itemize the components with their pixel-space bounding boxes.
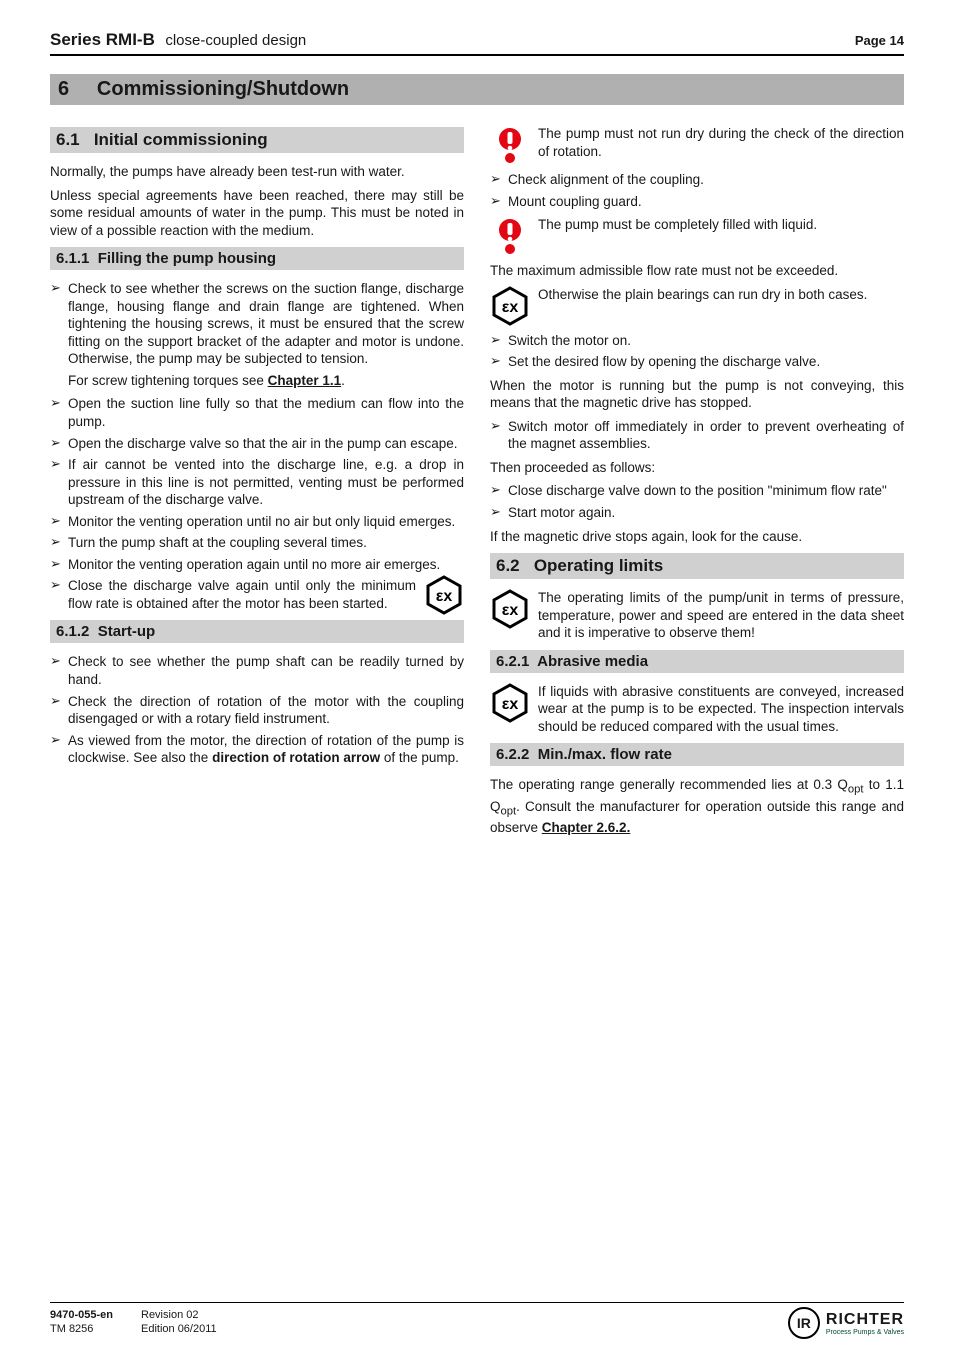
ex-note-bearings: Otherwise the plain bearings can run dry… <box>490 286 904 326</box>
ex-hazard-icon <box>490 286 530 326</box>
list-right-a: Check alignment of the coupling. Mount c… <box>490 171 904 210</box>
para-6-1-b: Unless special agreements have been reac… <box>50 187 464 240</box>
section-6-heading: 6 Commissioning/Shutdown <box>50 74 904 105</box>
ex-hazard-icon <box>490 683 530 723</box>
footer-tm: TM 8256 <box>50 1323 113 1337</box>
column-spacer <box>490 843 904 1163</box>
list-item: Close the discharge valve again until on… <box>50 577 464 612</box>
list-item: Switch the motor on. <box>490 332 904 350</box>
heading-6-2: 6.2 Operating limits <box>490 553 904 579</box>
heading-6-2-1: 6.2.1 Abrasive media <box>490 650 904 673</box>
page: Series RMI-B close-coupled design Page 1… <box>0 0 954 1351</box>
para-max-flow: The maximum admissible flow rate must no… <box>490 262 904 280</box>
list-item: Set the desired flow by opening the disc… <box>490 353 904 371</box>
list-item: Close discharge valve down to the positi… <box>490 482 904 500</box>
list-item: Monitor the venting operation again unti… <box>50 556 464 574</box>
link-chapter-2-6-2[interactable]: Chapter 2.6.2. <box>542 820 631 835</box>
list-item: Check alignment of the coupling. <box>490 171 904 189</box>
link-chapter-1-1[interactable]: Chapter 1.1 <box>268 373 342 388</box>
page-footer: 9470-055-en TM 8256 Revision 02 Edition … <box>50 1302 904 1339</box>
list-item: Monitor the venting operation until no a… <box>50 513 464 531</box>
footer-edition: Edition 06/2011 <box>141 1323 217 1337</box>
list-6-1-2: Check to see whether the pump shaft can … <box>50 653 464 766</box>
warning-icon <box>490 125 530 165</box>
list-item: Mount coupling guard. <box>490 193 904 211</box>
list-right-c: Switch motor off immediately in order to… <box>490 418 904 453</box>
heading-6-1: 6.1 Initial commissioning <box>50 127 464 153</box>
heading-6-1-1: 6.1.1 Filling the pump housing <box>50 247 464 270</box>
para-motor-running: When the motor is running but the pump i… <box>490 377 904 412</box>
logo-brand: RICHTER <box>826 1311 904 1329</box>
heading-6-1-2: 6.1.2 Start-up <box>50 620 464 643</box>
footer-left: 9470-055-en TM 8256 Revision 02 Edition … <box>50 1309 217 1337</box>
list-6-1-1b: Open the suction line fully so that the … <box>50 395 464 573</box>
para-6-1-a: Normally, the pumps have already been te… <box>50 163 464 181</box>
warning-fill-liquid: The pump must be completely filled with … <box>490 216 904 256</box>
footer-revision: Revision 02 <box>141 1309 217 1323</box>
ex-hazard-icon <box>424 575 464 615</box>
list-item: Start motor again. <box>490 504 904 522</box>
section-num: 6 <box>58 78 69 100</box>
list-right-d: Close discharge valve down to the positi… <box>490 482 904 521</box>
para-stops-again: If the magnetic drive stops again, look … <box>490 528 904 546</box>
list-right-b: Switch the motor on. Set the desired flo… <box>490 332 904 371</box>
list-item: If air cannot be vented into the dischar… <box>50 456 464 509</box>
ex-note-operating-limits: The operating limits of the pump/unit in… <box>490 589 904 642</box>
ex-hazard-icon <box>490 589 530 629</box>
list-item-with-ex-icon: Close the discharge valve again until on… <box>50 577 464 612</box>
list-item: Check to see whether the pump shaft can … <box>50 653 464 688</box>
para-then-proceed: Then proceeded as follows: <box>490 459 904 477</box>
list-item: As viewed from the motor, the direction … <box>50 732 464 767</box>
series-title-block: Series RMI-B close-coupled design <box>50 30 306 50</box>
page-header: Series RMI-B close-coupled design Page 1… <box>50 30 904 56</box>
logo-tagline: Process Pumps & Valves <box>826 1329 904 1336</box>
list-item: Turn the pump shaft at the coupling seve… <box>50 534 464 552</box>
ex-note-abrasive: If liquids with abrasive constituents ar… <box>490 683 904 736</box>
left-column: 6.1 Initial commissioning Normally, the … <box>50 119 464 1163</box>
series-subtitle: close-coupled design <box>165 32 306 49</box>
right-column: The pump must not run dry during the che… <box>490 119 904 1163</box>
list-item: Check the direction of rotation of the m… <box>50 693 464 728</box>
para-flow-range: The operating range generally recommende… <box>490 776 904 836</box>
list-6-1-1: Check to see whether the screws on the s… <box>50 280 464 368</box>
heading-6-2-2: 6.2.2 Min./max. flow rate <box>490 743 904 766</box>
list-item: Open the suction line fully so that the … <box>50 395 464 430</box>
list-item: Check to see whether the screws on the s… <box>50 280 464 368</box>
section-title: Commissioning/Shutdown <box>97 78 349 100</box>
warning-icon <box>490 216 530 256</box>
list-item: Open the discharge valve so that the air… <box>50 435 464 453</box>
footer-doc-code: 9470-055-en <box>50 1309 113 1323</box>
list-item: Switch motor off immediately in order to… <box>490 418 904 453</box>
logo-mark-icon: IR <box>788 1307 820 1339</box>
series-title: Series RMI-B <box>50 30 155 49</box>
warning-dry-run: The pump must not run dry during the che… <box>490 125 904 165</box>
page-number: Page 14 <box>855 33 904 48</box>
two-column-layout: 6.1 Initial commissioning Normally, the … <box>50 119 904 1163</box>
list-item-note: For screw tightening torques see Chapter… <box>68 372 464 390</box>
footer-logo: IR RICHTER Process Pumps & Valves <box>788 1307 904 1339</box>
